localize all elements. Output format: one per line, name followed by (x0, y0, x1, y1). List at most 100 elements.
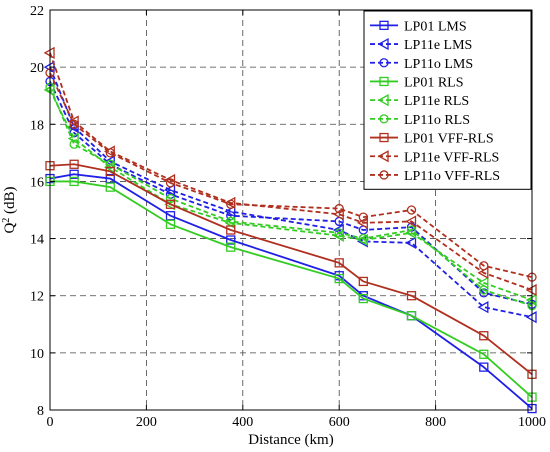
data-point (226, 225, 236, 235)
y-tick-label: 18 (30, 118, 44, 133)
x-tick-label: 200 (136, 415, 157, 430)
data-point (406, 311, 417, 321)
x-tick-label: 600 (329, 415, 350, 430)
legend-marker (377, 94, 389, 107)
data-point (406, 205, 417, 215)
series-line (49, 173, 533, 410)
y-axis-title-main: Q (2, 223, 18, 234)
legend-label: LP01 LMS (404, 19, 467, 34)
legend-marker (379, 170, 389, 180)
legend: LP01 LMS LP11e LMS LP11o LMS LP01 RLS LP11e … (363, 10, 532, 190)
y-axis-title-superscript: 2 (1, 218, 12, 223)
series-9 (45, 68, 537, 282)
x-tick-label: 400 (232, 415, 253, 430)
y-tick-label: 8 (37, 404, 44, 419)
data-point (69, 176, 79, 187)
legend-box (363, 10, 532, 190)
legend-marker (379, 20, 389, 31)
ticks: 0 200 400 600 800 1000 8 10 12 14 16 18 20 22 (30, 4, 546, 430)
data-point (479, 261, 489, 271)
data-point (405, 236, 417, 249)
data-point (334, 258, 344, 268)
series-line (49, 72, 533, 279)
legend-entry: LP01 LMS (370, 19, 467, 34)
data-point (334, 228, 344, 238)
data-point (105, 182, 115, 192)
data-point (224, 205, 236, 218)
data-point (358, 233, 368, 244)
data-point (477, 276, 489, 289)
legend-entry: LP11e RLS (370, 94, 469, 109)
data-point (105, 148, 115, 158)
data-point (226, 242, 236, 252)
legend-marker (379, 76, 389, 87)
legend-label: LP11e VFF-RLS (404, 150, 499, 165)
data-point (479, 331, 489, 341)
data-point (405, 215, 417, 228)
legend-label: LP11e RLS (404, 94, 469, 109)
data-point (356, 216, 368, 229)
legend-entry: LP11e LMS (370, 37, 472, 53)
data-point (479, 362, 489, 372)
data-point (165, 199, 176, 209)
data-point (358, 276, 368, 287)
legend-marker (379, 132, 389, 143)
legend-entry: LP11e VFF-RLS (370, 150, 499, 165)
series-line (49, 86, 533, 307)
data-point (165, 178, 176, 188)
series-line (49, 89, 533, 301)
data-point (69, 169, 79, 179)
legend-marker (377, 150, 389, 163)
data-point (358, 293, 368, 304)
plot-frame (49, 9, 533, 411)
y-tick-label: 14 (30, 233, 44, 248)
series-line (49, 52, 533, 291)
legend-label: LP11e LMS (404, 38, 472, 53)
data-point (477, 266, 489, 279)
data-point (334, 203, 344, 214)
x-tick-label: 800 (425, 415, 446, 430)
data-point (479, 285, 489, 295)
legend-label: LP11o LMS (404, 57, 473, 72)
series-1 (45, 169, 537, 414)
data-point (406, 225, 417, 235)
legend-entry: LP01 VFF-RLS (370, 132, 494, 147)
legend-marker (377, 37, 389, 51)
data-point (69, 159, 79, 169)
data-point (69, 119, 79, 129)
y-axis-title-unit: (dB) (2, 186, 18, 217)
legend-label: LP11o VFF-RLS (404, 169, 500, 184)
data-point (165, 219, 176, 229)
legend-label: LP01 RLS (404, 75, 464, 90)
y-axis-title: Q2 (dB) (1, 186, 19, 233)
data-point (105, 159, 115, 169)
legend-marker (379, 58, 389, 68)
data-point (479, 349, 489, 359)
data-point (164, 183, 176, 197)
data-point (226, 199, 236, 209)
data-point (477, 301, 489, 314)
series-line (49, 163, 533, 375)
series-line (49, 66, 533, 319)
data-point (332, 208, 344, 221)
legend-entry: LP11o LMS (370, 57, 473, 72)
y-tick-label: 12 (30, 290, 44, 305)
data-point (358, 212, 368, 222)
legend-entry: LP01 RLS (370, 75, 464, 90)
legend-label: LP11o RLS (404, 113, 470, 128)
series-6 (45, 82, 537, 311)
y-tick-label: 20 (30, 61, 44, 76)
legend-label: LP01 VFF-RLS (404, 132, 494, 147)
legend-entry: LP11o VFF-RLS (370, 169, 500, 184)
data-point (69, 139, 79, 149)
x-tick-label: 1000 (518, 415, 546, 430)
series-7 (45, 159, 537, 379)
legend-marker (379, 114, 389, 124)
data-point (105, 166, 115, 177)
y-tick-label: 22 (30, 4, 44, 19)
data-point (406, 291, 417, 301)
x-axis-title: Distance (km) (248, 432, 333, 448)
y-tick-label: 16 (30, 175, 44, 190)
legend-entry: LP11o RLS (370, 113, 470, 128)
